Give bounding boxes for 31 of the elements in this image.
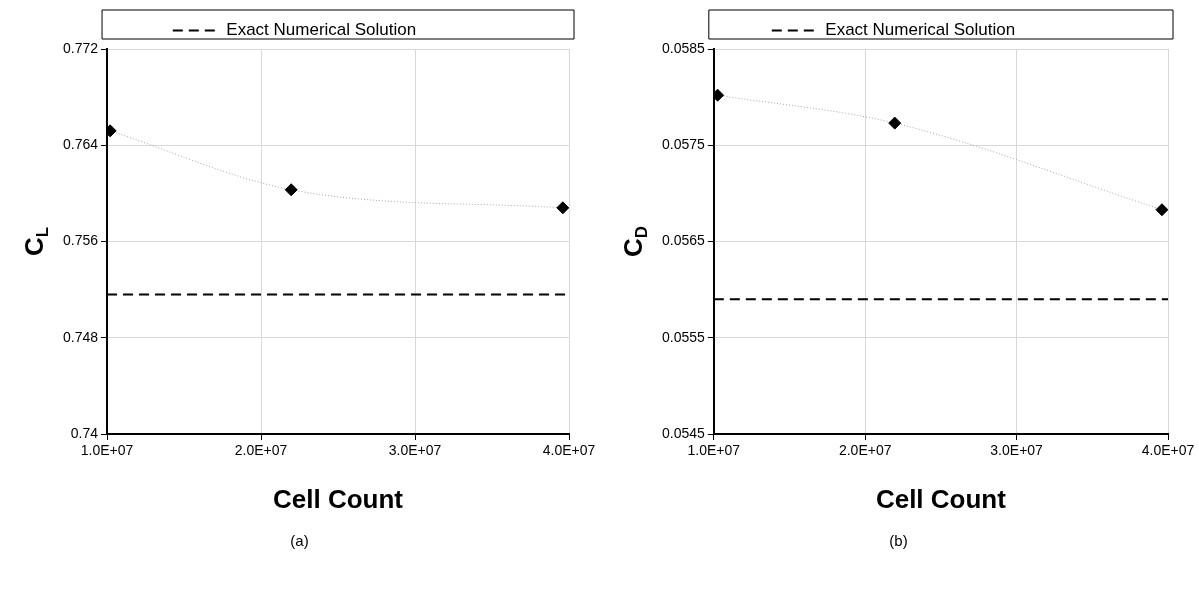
legend-label: Exact Numerical Solution <box>226 20 417 40</box>
point <box>888 116 902 130</box>
y-tick-label: 0.0565 <box>661 232 706 249</box>
x-tick-label: 2.0E+07 <box>234 442 288 459</box>
y-tick-label: 0.772 <box>62 39 99 56</box>
y-tick-label: 0.0585 <box>661 39 706 56</box>
y-tick-label: 0.0545 <box>661 424 706 441</box>
y-tick-label: 0.764 <box>62 136 99 153</box>
text: (a) <box>289 532 310 549</box>
point <box>713 88 725 102</box>
text: (b) <box>888 532 909 549</box>
y-tick-label: 0.74 <box>70 424 99 441</box>
legend-label: Exact Numerical Solution <box>825 20 1016 40</box>
x-tick-label: 1.0E+07 <box>80 442 134 459</box>
x-tick-label: 1.0E+07 <box>687 442 741 459</box>
x-tick-label: 4.0E+07 <box>1141 442 1195 459</box>
y-axis-title: CD <box>618 225 651 258</box>
x-axis-title: Cell Count <box>875 483 1007 514</box>
y-tick-label: 0.756 <box>62 232 99 249</box>
x-axis-title: Cell Count <box>273 483 404 514</box>
x-tick-label: 3.0E+07 <box>990 442 1044 459</box>
point <box>284 183 298 197</box>
point <box>1155 203 1168 217</box>
y-tick-label: 0.0555 <box>661 328 706 345</box>
point <box>556 201 569 215</box>
x-tick-label: 3.0E+07 <box>388 442 442 459</box>
x-tick-label: 2.0E+07 <box>838 442 892 459</box>
y-tick-label: 0.0575 <box>661 136 706 153</box>
y-tick-label: 0.748 <box>62 328 99 345</box>
y-axis-title: CL <box>19 226 52 257</box>
x-tick-label: 4.0E+07 <box>542 442 596 459</box>
